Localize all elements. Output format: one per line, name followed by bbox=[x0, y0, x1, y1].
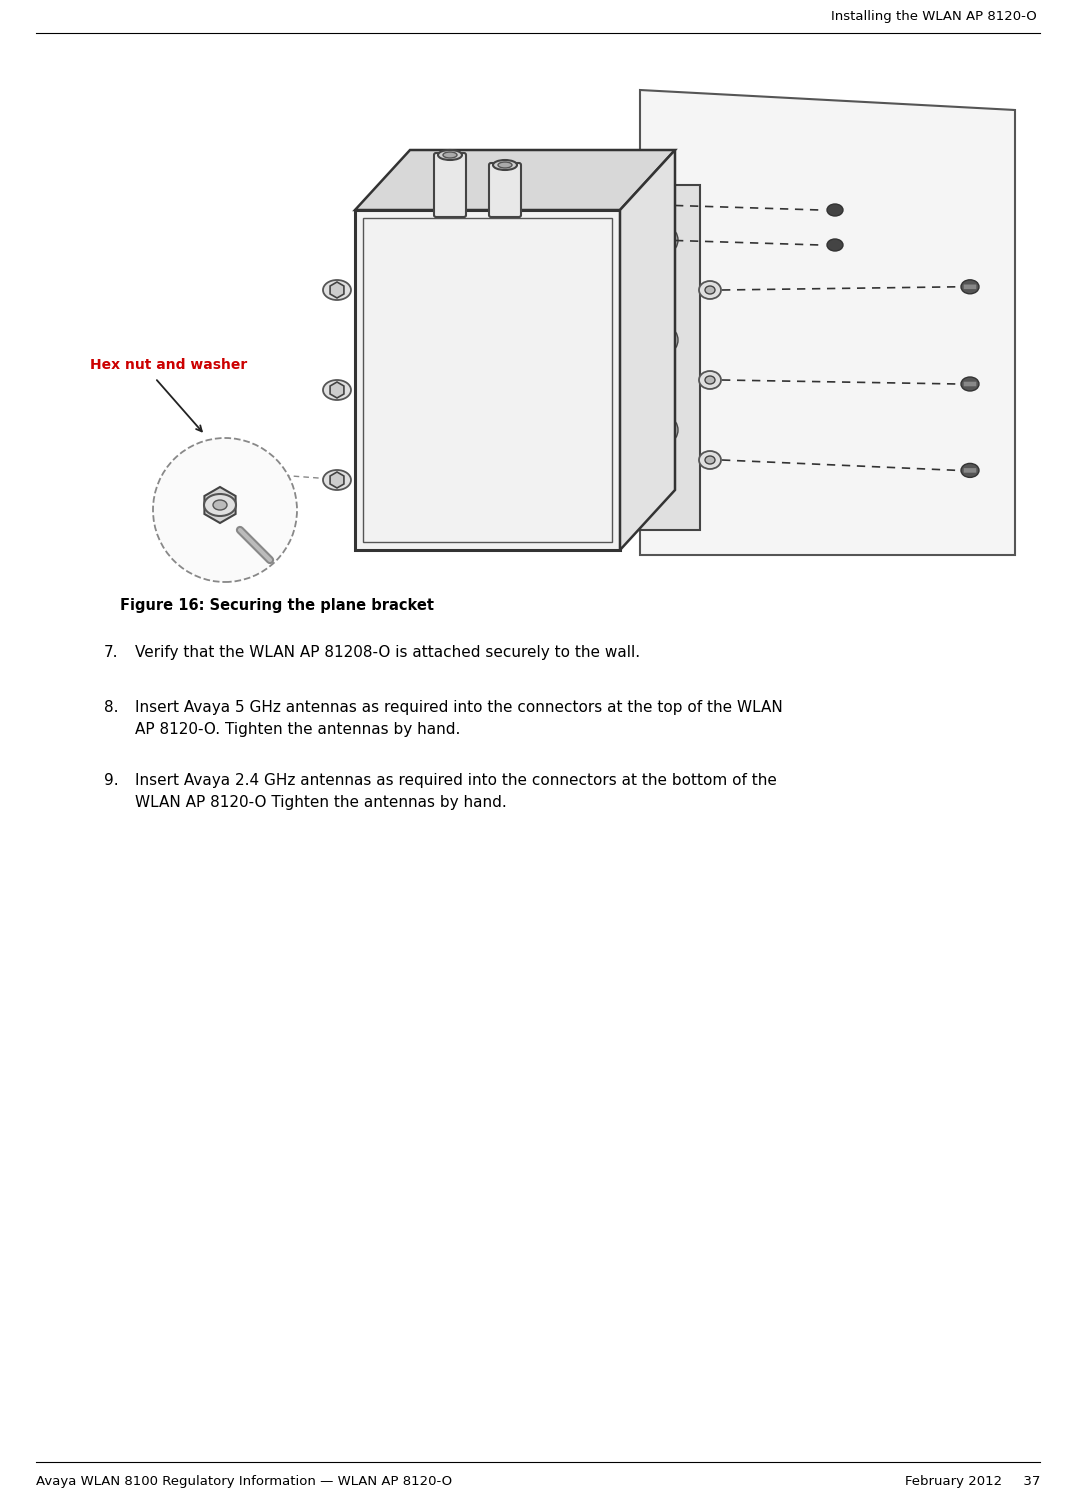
Text: 8.: 8. bbox=[104, 700, 118, 715]
Ellipse shape bbox=[323, 380, 351, 400]
FancyBboxPatch shape bbox=[964, 467, 976, 473]
Ellipse shape bbox=[961, 377, 979, 391]
Text: Insert Avaya 5 GHz antennas as required into the connectors at the top of the WL: Insert Avaya 5 GHz antennas as required … bbox=[135, 700, 782, 715]
Ellipse shape bbox=[214, 500, 227, 509]
Ellipse shape bbox=[662, 419, 678, 440]
Polygon shape bbox=[640, 90, 1015, 554]
Ellipse shape bbox=[699, 451, 721, 469]
Ellipse shape bbox=[705, 286, 715, 294]
Ellipse shape bbox=[323, 280, 351, 300]
Ellipse shape bbox=[662, 229, 678, 252]
Ellipse shape bbox=[498, 162, 512, 168]
Polygon shape bbox=[355, 150, 675, 210]
FancyBboxPatch shape bbox=[489, 163, 521, 217]
Ellipse shape bbox=[443, 151, 457, 157]
Text: WLAN AP 8120-O Tighten the antennas by hand.: WLAN AP 8120-O Tighten the antennas by h… bbox=[135, 795, 506, 810]
Text: 7.: 7. bbox=[104, 646, 118, 661]
Polygon shape bbox=[620, 150, 675, 550]
Ellipse shape bbox=[662, 330, 678, 351]
Ellipse shape bbox=[493, 160, 517, 169]
Text: Verify that the WLAN AP 81208-O is attached securely to the wall.: Verify that the WLAN AP 81208-O is attac… bbox=[135, 646, 641, 661]
Ellipse shape bbox=[961, 280, 979, 294]
Ellipse shape bbox=[699, 372, 721, 389]
Ellipse shape bbox=[204, 494, 236, 515]
Ellipse shape bbox=[827, 240, 843, 252]
Text: Avaya WLAN 8100 Regulatory Information — WLAN AP 8120-O: Avaya WLAN 8100 Regulatory Information —… bbox=[36, 1476, 452, 1488]
Text: February 2012     37: February 2012 37 bbox=[905, 1476, 1040, 1488]
FancyBboxPatch shape bbox=[964, 382, 976, 386]
Ellipse shape bbox=[705, 455, 715, 464]
Ellipse shape bbox=[705, 376, 715, 383]
Text: Figure 16: Securing the plane bracket: Figure 16: Securing the plane bracket bbox=[120, 598, 433, 613]
Ellipse shape bbox=[699, 282, 721, 300]
Ellipse shape bbox=[438, 150, 462, 160]
FancyBboxPatch shape bbox=[433, 153, 466, 217]
Text: Insert Avaya 2.4 GHz antennas as required into the connectors at the bottom of t: Insert Avaya 2.4 GHz antennas as require… bbox=[135, 773, 777, 788]
Text: Hex nut and washer: Hex nut and washer bbox=[90, 358, 247, 372]
Text: Installing the WLAN AP 8120-O: Installing the WLAN AP 8120-O bbox=[832, 10, 1037, 22]
Ellipse shape bbox=[961, 463, 979, 478]
Text: AP 8120-O. Tighten the antennas by hand.: AP 8120-O. Tighten the antennas by hand. bbox=[135, 722, 460, 737]
Text: 9.: 9. bbox=[104, 773, 119, 788]
Polygon shape bbox=[355, 210, 620, 550]
Polygon shape bbox=[640, 184, 700, 530]
Ellipse shape bbox=[827, 204, 843, 216]
FancyBboxPatch shape bbox=[964, 285, 976, 289]
Ellipse shape bbox=[323, 470, 351, 490]
Circle shape bbox=[153, 437, 297, 583]
